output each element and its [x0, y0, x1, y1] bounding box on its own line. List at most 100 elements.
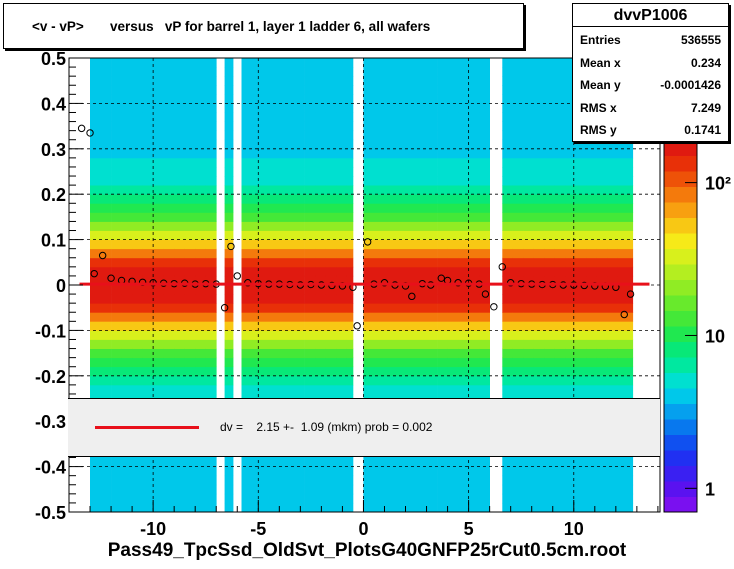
heatmap-cell: [523, 257, 535, 268]
heatmap-cell: [628, 239, 634, 250]
heatmap-cell: [554, 493, 566, 504]
heatmap-cell: [195, 257, 207, 268]
heatmap-cell: [468, 157, 480, 168]
heatmap-cell: [90, 330, 101, 340]
heatmap-cell: [346, 221, 354, 231]
heatmap-cell: [533, 275, 545, 286]
heatmap-cell: [304, 148, 316, 159]
heatmap-cell: [241, 266, 253, 277]
heatmap-cell: [315, 58, 326, 68]
heatmap-cell: [195, 266, 207, 277]
heatmap-cell: [374, 248, 385, 259]
heatmap-cell: [205, 493, 217, 504]
profile-point: [227, 242, 235, 251]
heatmap-cell: [273, 375, 284, 386]
heatmap-cell: [575, 185, 587, 195]
heatmap-cell: [195, 157, 207, 168]
heatmap-cell: [426, 312, 438, 322]
heatmap-cell: [142, 58, 154, 68]
heatmap-cell: [111, 457, 122, 467]
heatmap-cell: [468, 493, 480, 504]
heatmap-cell: [100, 457, 112, 467]
heatmap-cell: [336, 67, 347, 77]
heatmap-cell: [596, 257, 608, 268]
heatmap-cell: [565, 230, 577, 240]
heatmap-cell: [153, 466, 164, 477]
heatmap-cell: [479, 257, 490, 268]
heatmap-cell: [363, 221, 375, 231]
palette-swatch: [664, 217, 697, 234]
heatmap-cell: [336, 212, 347, 222]
heatmap-cell: [325, 139, 337, 150]
heatmap-cell: [241, 339, 253, 349]
heatmap-cell: [174, 76, 186, 86]
heatmap-cell: [384, 312, 396, 322]
heatmap-cell: [395, 221, 406, 231]
heatmap-cell: [437, 275, 448, 286]
heatmap-cell: [262, 502, 274, 513]
heatmap-cell: [153, 58, 164, 68]
heatmap-cell: [554, 266, 566, 277]
heatmap-cell: [315, 339, 326, 349]
heatmap-cell: [512, 157, 524, 168]
heatmap-cell: [617, 484, 629, 495]
heatmap-cell: [205, 67, 217, 77]
heatmap-cell: [575, 139, 587, 150]
heatmap-cell: [262, 176, 274, 186]
heatmap-cell: [374, 330, 385, 340]
heatmap-cell: [512, 112, 524, 122]
heatmap-cell: [294, 457, 305, 467]
heatmap-cell: [617, 348, 629, 359]
heatmap-cell: [325, 384, 337, 395]
heatmap-cell: [374, 357, 385, 368]
heatmap-cell: [184, 58, 196, 68]
heatmap-cell: [426, 167, 438, 177]
heatmap-cell: [132, 348, 143, 359]
heatmap-cell: [174, 502, 186, 513]
stats-value: 0.234: [690, 56, 721, 70]
heatmap-cell: [426, 266, 438, 277]
heatmap-cell: [405, 348, 417, 359]
heatmap-cell: [523, 275, 535, 286]
heatmap-cell: [224, 94, 234, 104]
palette-swatch: [664, 264, 697, 280]
heatmap-cell: [512, 285, 524, 295]
heatmap-cell: [142, 475, 154, 486]
heatmap-cell: [554, 185, 566, 195]
heatmap-cell: [437, 58, 448, 68]
heatmap-cell: [132, 266, 143, 277]
heatmap-cell: [262, 221, 274, 231]
heatmap-cell: [283, 285, 295, 295]
heatmap-cell: [336, 275, 347, 286]
heatmap-cell: [132, 176, 143, 186]
heatmap-cell: [224, 148, 234, 159]
heatmap-cell: [533, 121, 545, 132]
heatmap-cell: [437, 484, 448, 495]
heatmap-cell: [617, 275, 629, 286]
heatmap-cell: [346, 130, 354, 141]
heatmap-cell: [241, 248, 253, 259]
heatmap-cell: [533, 67, 545, 77]
heatmap-cell: [586, 148, 598, 159]
heatmap-cell: [132, 103, 143, 113]
heatmap-cell: [395, 76, 406, 86]
x-axis-title: Pass49_TpcSsd_OldSvt_PlotsG40GNFP25rCut0…: [107, 540, 627, 561]
profile-point: [437, 274, 445, 282]
heatmap-cell: [447, 312, 459, 322]
heatmap-cell: [458, 275, 469, 286]
heatmap-cell: [405, 58, 417, 68]
heatmap-cell: [252, 58, 263, 68]
heatmap-cell: [416, 94, 427, 104]
heatmap-cell: [304, 139, 316, 150]
heatmap-cell: [241, 466, 253, 477]
heatmap-cell: [294, 266, 305, 277]
heatmap-cell: [336, 339, 347, 349]
heatmap-cell: [384, 321, 396, 331]
heatmap-cell: [447, 203, 459, 213]
heatmap-cell: [395, 493, 406, 504]
heatmap-cell: [426, 294, 438, 304]
heatmap-cell: [184, 148, 196, 159]
heatmap-cell: [565, 466, 577, 477]
heatmap-cell: [262, 330, 274, 340]
heatmap-cell: [283, 275, 295, 286]
